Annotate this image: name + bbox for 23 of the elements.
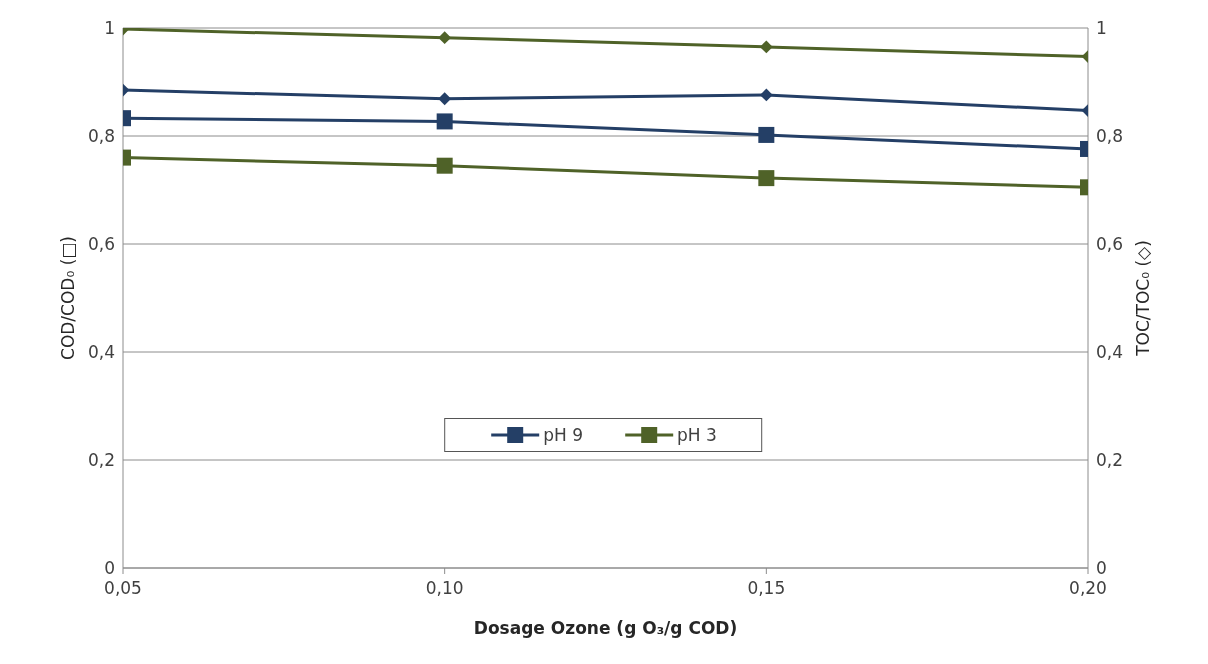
y2-axis-title: TOC/TOC₀ (◇) <box>1133 240 1154 357</box>
y-tick-label: 0 <box>104 558 115 579</box>
y2-tick-label: 1 <box>1096 18 1107 39</box>
x-tick-label: 0,10 <box>425 578 464 599</box>
point <box>438 31 452 45</box>
y-tick-label: 0,2 <box>87 450 115 471</box>
x-tick-label: 0,05 <box>104 578 142 599</box>
point <box>759 40 773 54</box>
y-tick-label: 1 <box>104 18 115 39</box>
y2-tick-label: 0,6 <box>1096 234 1124 255</box>
x-axis-title: Dosage Ozone (g O₃/g COD) <box>473 618 738 638</box>
y2-tick-label: 0 <box>1096 558 1107 579</box>
legend-label: pH 3 <box>677 424 717 445</box>
x-tick-label: 0,15 <box>747 578 786 599</box>
legend-label: pH 9 <box>543 424 583 445</box>
y-tick-label: 0,4 <box>87 342 115 363</box>
y2-tick-label: 0,4 <box>1096 342 1124 363</box>
y-tick-label: 0,8 <box>87 126 115 147</box>
y-axis-title: COD/COD₀ (□) <box>58 236 79 360</box>
y2-tick-label: 0,8 <box>1096 126 1124 147</box>
y-tick-label: 0,6 <box>87 234 115 255</box>
x-tick-label: 0,20 <box>1069 578 1107 599</box>
y2-tick-label: 0,2 <box>1096 450 1124 471</box>
